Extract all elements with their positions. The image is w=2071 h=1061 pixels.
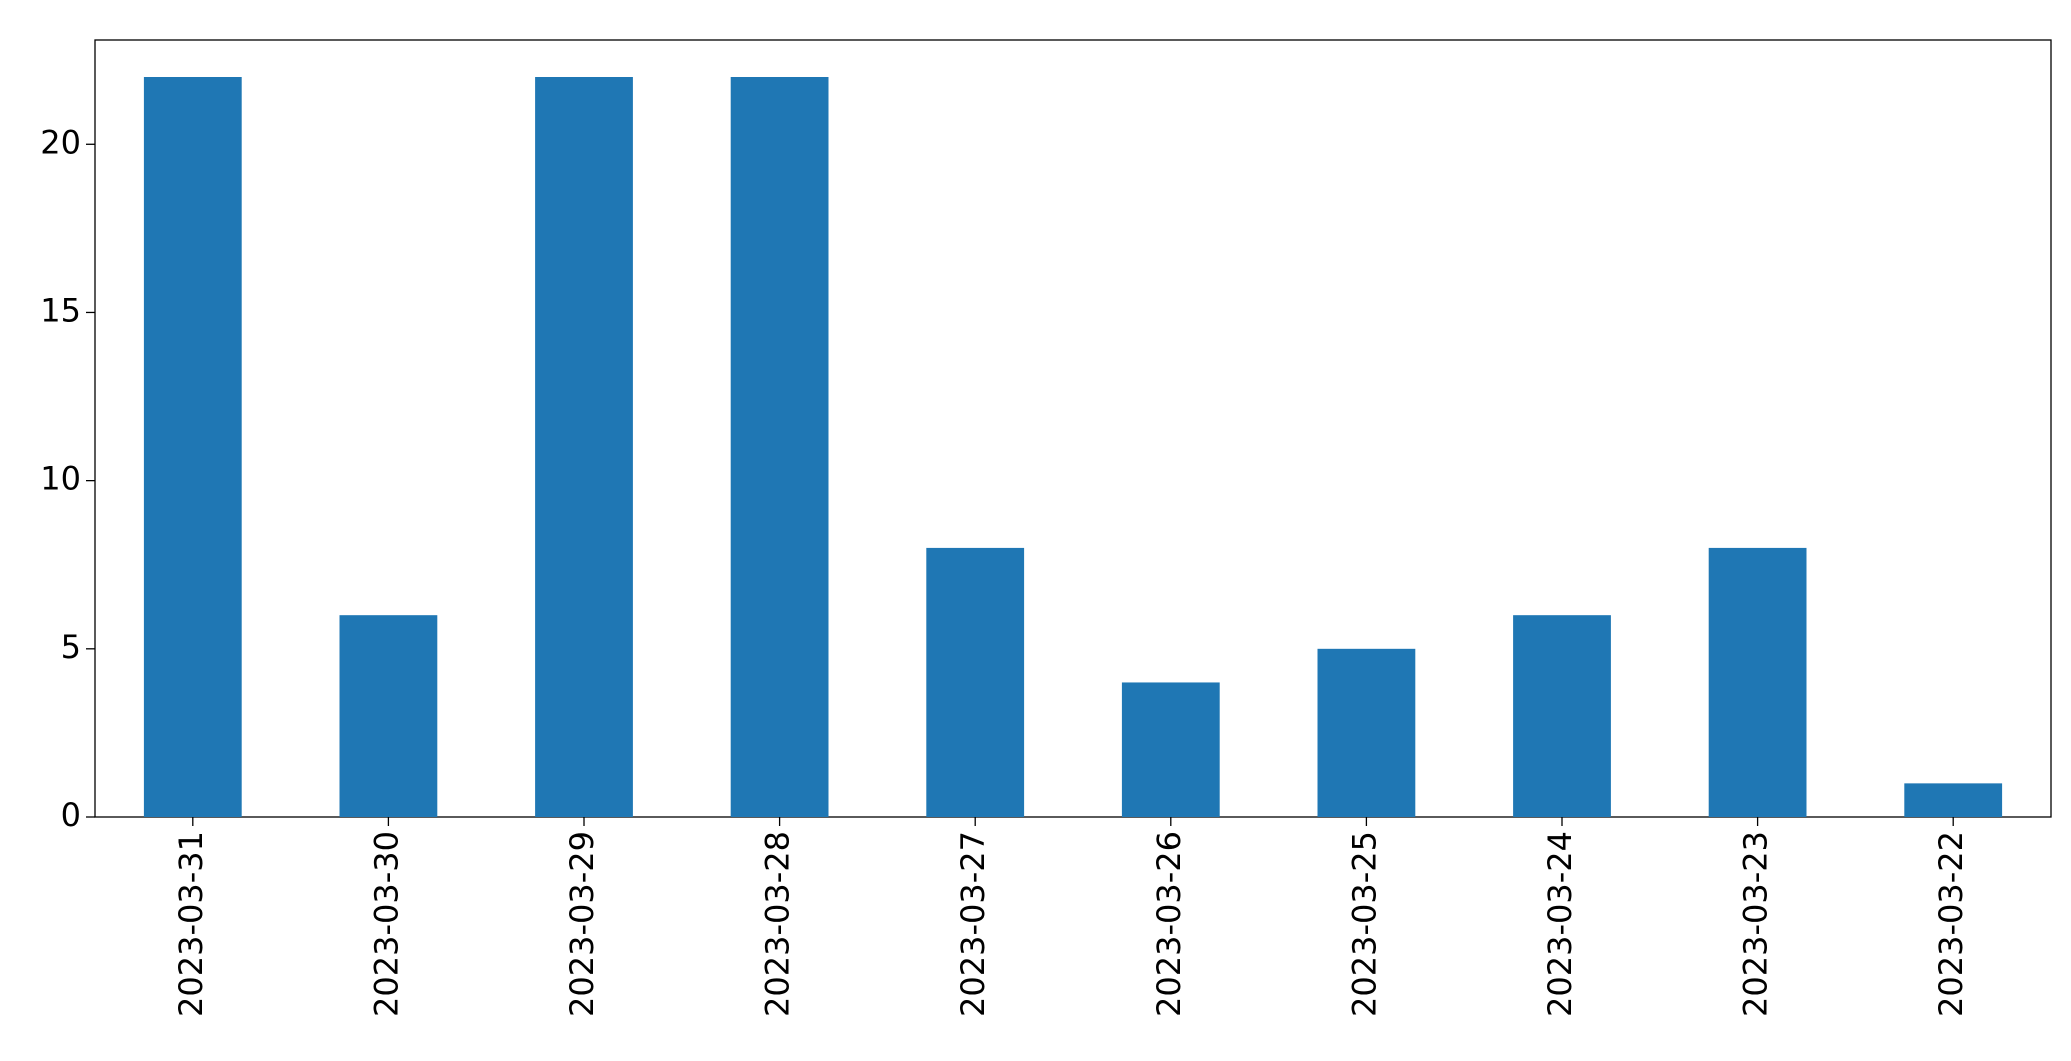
x-tick-label: 2023-03-24 [1541,831,1579,1017]
x-tick-label: 2023-03-25 [1345,831,1383,1017]
bar [926,547,1025,817]
y-tick-label: 15 [40,291,81,329]
bar [1904,783,2003,817]
bar [1513,615,1611,817]
axes-frame [94,39,2052,818]
x-tick-label: 2023-03-29 [563,831,601,1017]
x-tick-label: 2023-03-27 [954,831,992,1017]
y-tick-label: 20 [40,123,81,161]
bar [1121,682,1220,817]
bar [339,615,438,817]
x-tick-label: 2023-03-22 [1932,831,1970,1017]
x-tick-label: 2023-03-31 [172,831,210,1017]
bar [1708,547,1807,817]
x-tick-label: 2023-03-26 [1150,831,1188,1017]
bar [730,77,829,817]
bar [143,77,242,817]
x-tick-label: 2023-03-28 [759,831,797,1017]
bar [535,77,633,817]
y-tick-label: 5 [61,628,81,666]
y-tick-label: 10 [40,460,81,498]
y-tick-label: 0 [61,796,81,834]
x-tick-label: 2023-03-23 [1737,831,1775,1017]
x-tick-label: 2023-03-30 [367,831,405,1017]
bar [1317,648,1416,817]
